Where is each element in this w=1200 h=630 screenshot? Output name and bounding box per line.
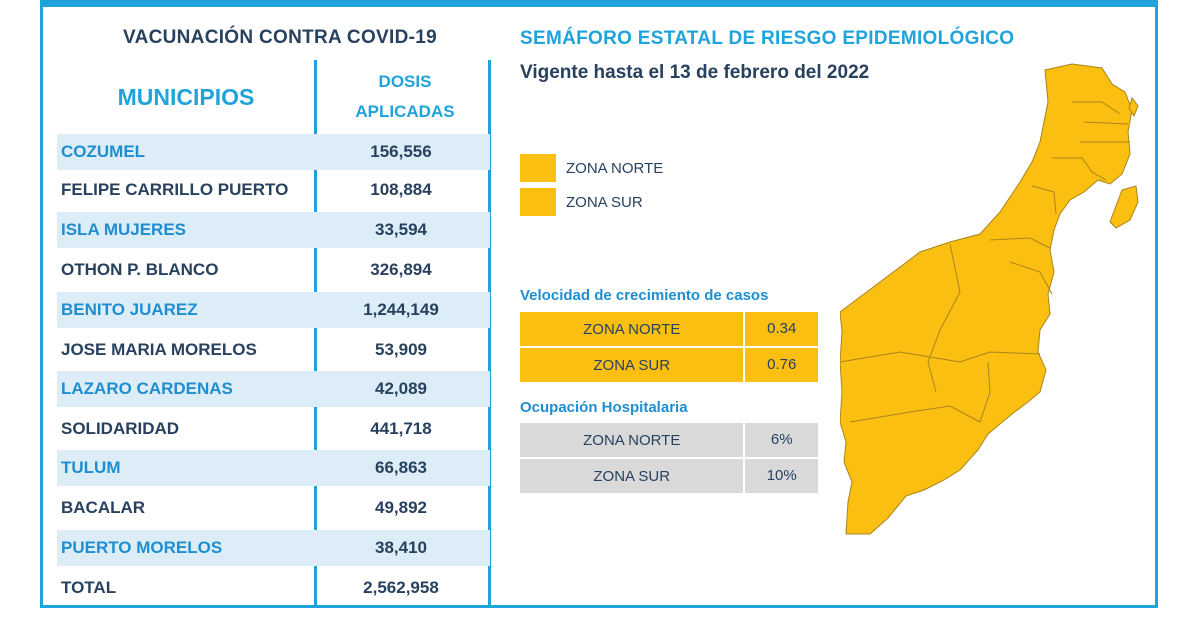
- ocupacion-row: ZONA SUR 10%: [520, 459, 818, 493]
- dosis-value: 33,594: [375, 220, 427, 239]
- municipio-name: BENITO JUAREZ: [61, 300, 198, 319]
- zona-value: 0.76: [743, 348, 818, 382]
- municipio-name: ISLA MUJERES: [61, 220, 187, 239]
- dosis-value: 53,909: [375, 340, 427, 359]
- infographic-frame: [40, 4, 1158, 608]
- zona-label: ZONA NORTE: [583, 320, 681, 338]
- municipio-name: LAZARO CARDENAS: [61, 379, 233, 398]
- cozumel-island: [1109, 185, 1139, 229]
- zona-label: ZONA SUR: [593, 356, 671, 374]
- municipio-name: TULUM: [61, 458, 121, 477]
- dosis-value: 38,410: [375, 538, 427, 557]
- municipio-name: JOSE MARIA MORELOS: [61, 340, 257, 359]
- quintana-roo-map: [840, 63, 1139, 535]
- dosis-header-line1: DOSIS: [378, 72, 432, 91]
- state-shape: [840, 63, 1133, 535]
- table-row: COZUMEL 156,556: [57, 134, 490, 170]
- semaforo-title: SEMÁFORO ESTATAL DE RIESGO EPIDEMIOLÓGIC…: [520, 28, 1015, 49]
- dosis-value: 1,244,149: [363, 300, 439, 319]
- semaforo-subtitle: Vigente hasta el 13 de febrero del 2022: [520, 62, 870, 83]
- table-row: FELIPE CARRILLO PUERTO 108,884: [57, 172, 490, 208]
- legend-swatch: [520, 188, 556, 216]
- total-label: TOTAL: [61, 578, 117, 597]
- legend-zona-sur: ZONA SUR: [520, 188, 643, 216]
- table-row: BACALAR 49,892: [57, 490, 490, 526]
- municipio-name: BACALAR: [61, 498, 146, 517]
- municipio-name: FELIPE CARRILLO PUERTO: [61, 180, 289, 199]
- ocupacion-table: ZONA NORTE 6% ZONA SUR 10%: [520, 423, 818, 495]
- dosis-value: 42,089: [375, 379, 427, 398]
- zona-label: ZONA SUR: [593, 467, 671, 485]
- legend-label: ZONA NORTE: [566, 159, 664, 177]
- municipal-borders: [840, 101, 1130, 423]
- dosis-value: 326,894: [370, 260, 432, 279]
- dosis-header-line2: APLICADAS: [355, 102, 455, 121]
- column-divider: [314, 60, 317, 608]
- table-row: JOSE MARIA MORELOS 53,909: [57, 332, 490, 368]
- municipio-name: COZUMEL: [61, 142, 146, 161]
- dosis-header: DOSIS APLICADAS: [320, 67, 490, 127]
- isla-mujeres-island: [1128, 96, 1139, 118]
- dosis-value: 66,863: [375, 458, 427, 477]
- table-row: OTHON P. BLANCO 326,894: [57, 252, 490, 288]
- municipio-name: PUERTO MORELOS: [61, 538, 223, 557]
- dosis-value: 156,556: [370, 142, 432, 161]
- municipio-name: OTHON P. BLANCO: [61, 260, 219, 279]
- municipio-name: SOLIDARIDAD: [61, 419, 180, 438]
- velocidad-row: ZONA NORTE 0.34: [520, 312, 818, 346]
- panel-divider: [488, 60, 491, 608]
- ocupacion-row: ZONA NORTE 6%: [520, 423, 818, 457]
- legend-label: ZONA SUR: [566, 193, 643, 211]
- dosis-value: 441,718: [370, 419, 432, 438]
- vaccination-title: VACUNACIÓN CONTRA COVID-19: [123, 27, 437, 48]
- velocidad-table: ZONA NORTE 0.34 ZONA SUR 0.76: [520, 312, 818, 384]
- velocidad-title: Velocidad de crecimiento de casos: [520, 287, 769, 304]
- zona-value: 10%: [743, 459, 818, 493]
- velocidad-row: ZONA SUR 0.76: [520, 348, 818, 382]
- table-row: LAZARO CARDENAS 42,089: [57, 371, 490, 407]
- table-row: TULUM 66,863: [57, 450, 490, 486]
- top-border: [40, 0, 1158, 4]
- total-value: 2,562,958: [363, 578, 439, 597]
- zona-value: 6%: [743, 423, 818, 457]
- dosis-value: 49,892: [375, 498, 427, 517]
- ocupacion-title: Ocupación Hospitalaria: [520, 399, 688, 416]
- table-row: BENITO JUAREZ 1,244,149: [57, 292, 490, 328]
- municipios-header: MUNICIPIOS: [117, 84, 255, 110]
- legend-swatch: [520, 154, 556, 182]
- dosis-value: 108,884: [370, 180, 432, 199]
- table-row: PUERTO MORELOS 38,410: [57, 530, 490, 566]
- zona-label: ZONA NORTE: [583, 431, 681, 449]
- zona-value: 0.34: [743, 312, 818, 346]
- legend-zona-norte: ZONA NORTE: [520, 154, 663, 182]
- table-row: SOLIDARIDAD 441,718: [57, 411, 490, 447]
- total-row: TOTAL 2,562,958: [57, 570, 490, 606]
- table-row: ISLA MUJERES 33,594: [57, 212, 490, 248]
